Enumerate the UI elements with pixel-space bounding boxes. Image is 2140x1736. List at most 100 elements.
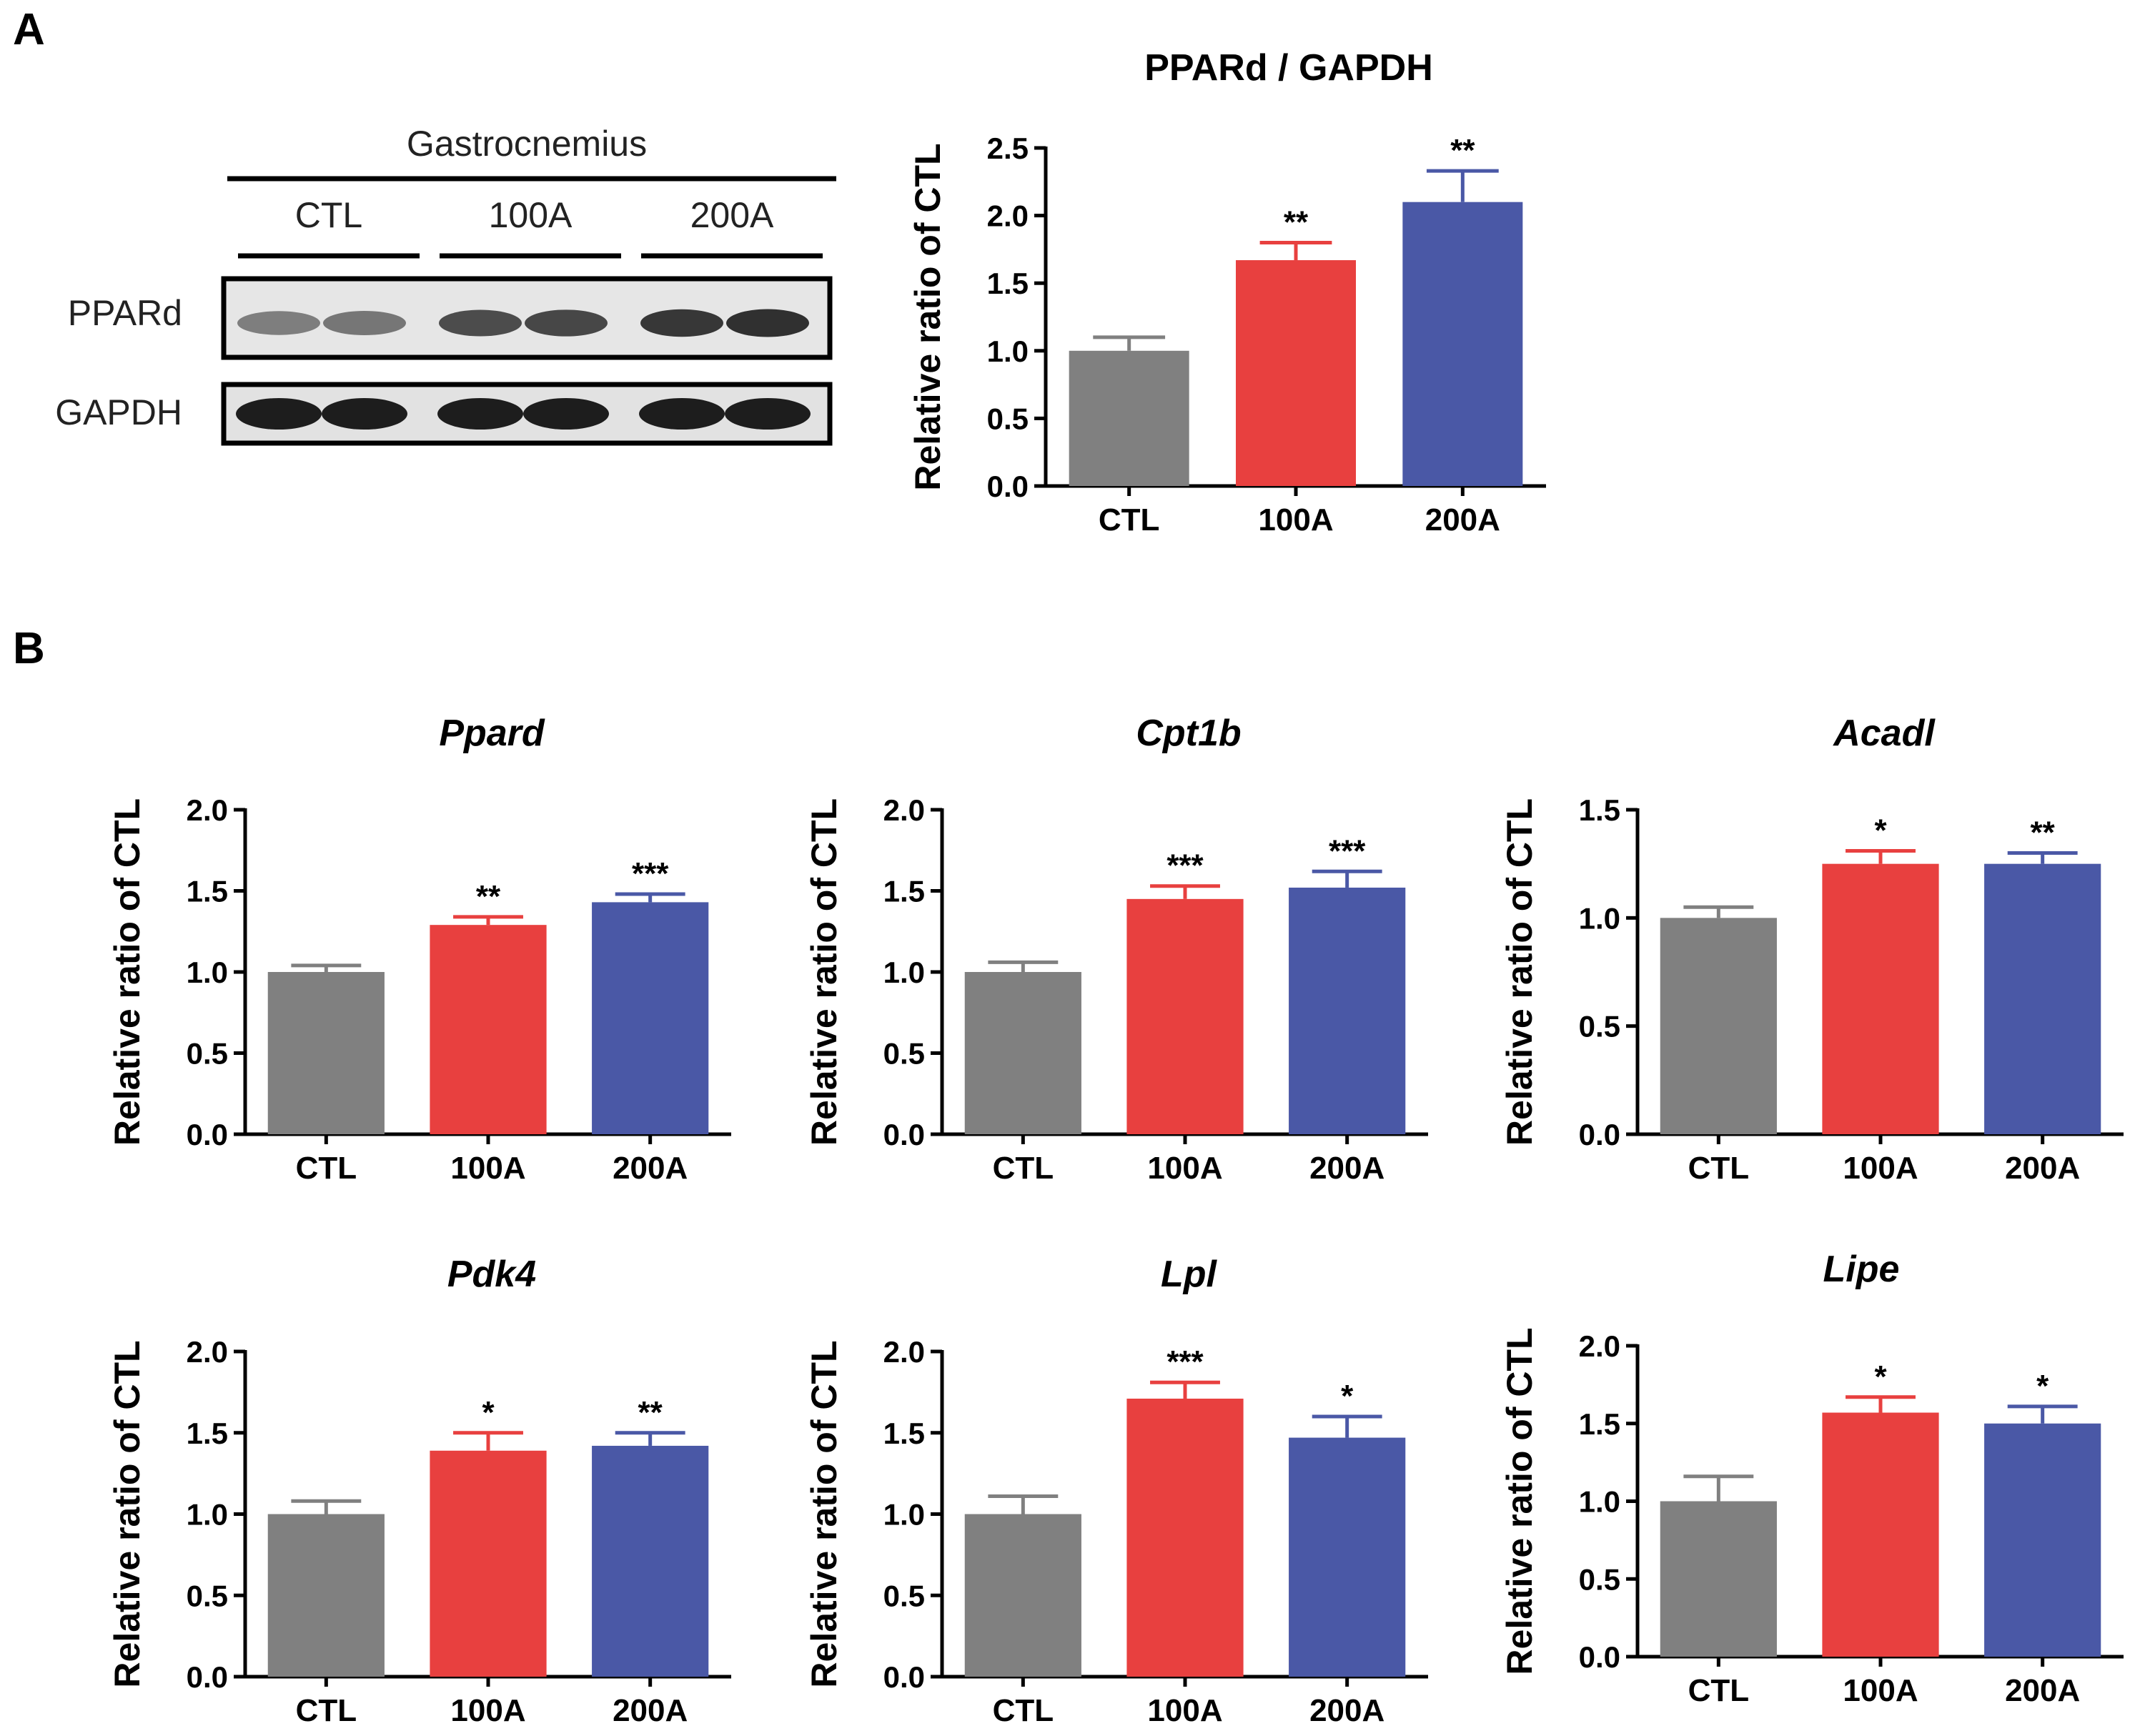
y-tick-label: 1.0 bbox=[1579, 1485, 1620, 1519]
y-tick-label: 2.0 bbox=[187, 793, 228, 827]
blot-band-gapdh-6 bbox=[725, 398, 811, 430]
x-tick-label-200A: 200A bbox=[1309, 1151, 1384, 1186]
blot-group-label-100a: 100A bbox=[489, 195, 573, 235]
chart-title: Lpl bbox=[1161, 1254, 1218, 1295]
significance-200A: ** bbox=[638, 1395, 663, 1430]
significance-200A: * bbox=[1341, 1379, 1354, 1414]
bar-CTL bbox=[267, 1514, 385, 1677]
bar-200A bbox=[1289, 887, 1406, 1134]
y-tick-label: 0.5 bbox=[187, 1579, 228, 1612]
blot-band-pparD-2 bbox=[323, 311, 406, 335]
y-tick-label: 1.5 bbox=[883, 875, 925, 908]
bar-100A bbox=[430, 925, 547, 1134]
bar-100A bbox=[1822, 863, 1939, 1134]
x-tick-label-CTL: CTL bbox=[1099, 502, 1160, 537]
blot-band-pparD-1 bbox=[237, 311, 320, 335]
bar-100A bbox=[430, 1450, 547, 1677]
significance-100A: * bbox=[1874, 1359, 1887, 1394]
blot-frame-pparD bbox=[221, 276, 833, 360]
y-tick-label: 0.5 bbox=[187, 1037, 228, 1071]
y-tick-label: 0.0 bbox=[1579, 1118, 1620, 1151]
y-axis-label: Relative ratio of CTL bbox=[1500, 798, 1540, 1146]
y-tick-label: 1.0 bbox=[187, 956, 228, 989]
y-tick-label: 1.5 bbox=[1579, 793, 1620, 827]
significance-200A: ** bbox=[1450, 133, 1475, 168]
x-tick-label-100A: 100A bbox=[450, 1693, 525, 1728]
x-tick-label-100A: 100A bbox=[1843, 1151, 1918, 1186]
blot-tissue-label: Gastrocnemius bbox=[407, 124, 647, 164]
bar-200A bbox=[1289, 1437, 1406, 1677]
significance-200A: * bbox=[2036, 1369, 2049, 1404]
blot-group-label-200a: 200A bbox=[690, 195, 774, 235]
y-tick-label: 2.0 bbox=[883, 793, 925, 827]
blot-band-pparD-5 bbox=[640, 309, 723, 337]
chart-pdk4: Pdk4 Relative ratio of CTL 0.0 0.5 1.0 1.5 2.0… bbox=[107, 1254, 731, 1728]
chart-title: Pdk4 bbox=[447, 1254, 536, 1295]
chart-cpt1b: Cpt1b Relative ratio of CTL 0.0 0.5 1.0 1.5 2.… bbox=[804, 713, 1428, 1186]
blot-band-pparD-4 bbox=[525, 309, 608, 337]
bar-200A bbox=[1984, 863, 2101, 1134]
significance-100A: ** bbox=[1284, 204, 1309, 239]
charts: PPARd / GAPDH Relative ratio of CTL 0.0 0.5… bbox=[107, 47, 2124, 1728]
y-axis-label: Relative ratio of CTL bbox=[1500, 1327, 1540, 1675]
blot-group-label-ctl: CTL bbox=[295, 195, 362, 235]
x-tick-label-CTL: CTL bbox=[993, 1151, 1054, 1186]
x-tick-label-200A: 200A bbox=[1309, 1693, 1384, 1728]
y-tick-label: 1.5 bbox=[1579, 1407, 1620, 1441]
y-tick-label: 0.0 bbox=[883, 1660, 925, 1694]
y-axis-label: Relative ratio of CTL bbox=[804, 1340, 844, 1687]
significance-100A: *** bbox=[1166, 1344, 1204, 1379]
y-tick-label: 2.5 bbox=[987, 132, 1029, 165]
y-tick-label: 0.0 bbox=[187, 1660, 228, 1694]
y-tick-label: 2.0 bbox=[883, 1335, 925, 1369]
y-tick-label: 2.0 bbox=[187, 1335, 228, 1369]
y-axis-label: Relative ratio of CTL bbox=[107, 798, 147, 1146]
significance-200A: *** bbox=[632, 856, 669, 891]
x-tick-label-CTL: CTL bbox=[993, 1693, 1054, 1728]
y-tick-label: 0.0 bbox=[883, 1118, 925, 1151]
chart-title: Cpt1b bbox=[1136, 713, 1241, 754]
significance-100A: * bbox=[1874, 813, 1887, 848]
bar-CTL bbox=[267, 972, 385, 1134]
bar-200A bbox=[592, 902, 709, 1134]
blot-band-pparD-3 bbox=[439, 309, 522, 337]
y-tick-label: 1.5 bbox=[187, 875, 228, 908]
x-tick-label-100A: 100A bbox=[450, 1151, 525, 1186]
blot-band-gapdh-4 bbox=[523, 398, 609, 430]
bar-100A bbox=[1126, 1398, 1244, 1677]
significance-100A: ** bbox=[476, 879, 501, 914]
bar-CTL bbox=[1069, 350, 1189, 486]
chart-ppard: Ppard Relative ratio of CTL 0.0 0.5 1.0 1.5 2.… bbox=[107, 713, 731, 1186]
x-tick-label-CTL: CTL bbox=[296, 1151, 357, 1186]
significance-100A: *** bbox=[1166, 848, 1204, 883]
y-axis-label: Relative ratio of CTL bbox=[908, 143, 948, 490]
bar-CTL bbox=[1660, 918, 1777, 1134]
y-tick-label: 0.5 bbox=[987, 402, 1029, 435]
bar-CTL bbox=[964, 1514, 1081, 1677]
chart-lipe: Lipe Relative ratio of CTL 0.0 0.5 1.0 1.5 2.0… bbox=[1500, 1249, 2124, 1708]
y-axis-label: Relative ratio of CTL bbox=[107, 1340, 147, 1687]
x-tick-label-CTL: CTL bbox=[1688, 1151, 1750, 1186]
y-tick-label: 1.0 bbox=[987, 334, 1029, 368]
y-tick-label: 0.5 bbox=[1579, 1562, 1620, 1596]
x-tick-label-100A: 100A bbox=[1258, 502, 1333, 537]
bar-100A bbox=[1126, 898, 1244, 1134]
x-tick-label-200A: 200A bbox=[613, 1693, 688, 1728]
bar-100A bbox=[1822, 1412, 1939, 1657]
blot-band-gapdh-2 bbox=[322, 398, 407, 430]
blot-band-gapdh-5 bbox=[639, 398, 725, 430]
y-tick-label: 1.5 bbox=[187, 1417, 228, 1450]
x-tick-label-200A: 200A bbox=[1425, 502, 1500, 537]
chart-title: Ppard bbox=[439, 713, 545, 754]
blot-row-label-pparD: PPARd bbox=[68, 293, 182, 333]
y-tick-label: 2.0 bbox=[987, 199, 1029, 233]
chart-title: Lipe bbox=[1823, 1249, 1900, 1290]
blot-row-label-gapdh: GAPDH bbox=[55, 392, 182, 432]
y-tick-label: 1.0 bbox=[187, 1498, 228, 1532]
y-tick-label: 0.0 bbox=[987, 470, 1029, 503]
chart-pparD_gapdh: PPARd / GAPDH Relative ratio of CTL 0.0 0.5… bbox=[908, 47, 1546, 537]
bar-200A bbox=[592, 1445, 709, 1677]
y-tick-label: 1.5 bbox=[883, 1417, 925, 1450]
blot-band-gapdh-3 bbox=[437, 398, 523, 430]
